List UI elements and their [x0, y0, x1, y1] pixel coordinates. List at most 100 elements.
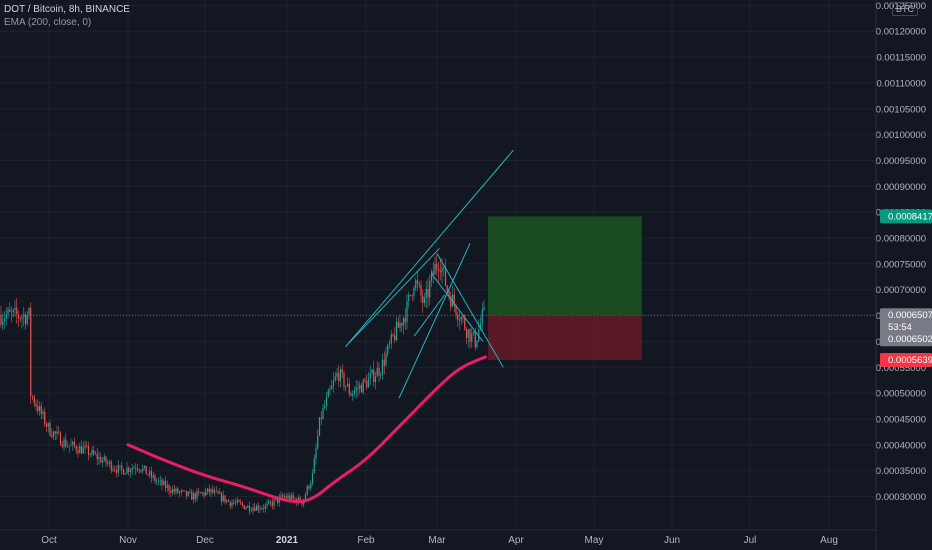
candle-body [294, 498, 296, 500]
candle-body [357, 387, 359, 389]
candle-body [411, 295, 413, 296]
candle-body [14, 307, 16, 310]
candle-body [254, 507, 256, 511]
price-tick-label: 0.00105000 [876, 104, 926, 115]
candle-body [436, 263, 438, 269]
candle-body [5, 314, 7, 319]
candle-body [94, 453, 97, 455]
candle-body [346, 383, 349, 387]
candle-body [401, 323, 403, 326]
time-tick-label: May [585, 535, 604, 546]
candle-body [430, 271, 433, 282]
trendlines[interactable] [345, 149, 514, 399]
candle-body [35, 403, 37, 407]
candle-body [262, 508, 265, 510]
candle-body [131, 468, 133, 471]
target-price-tag-box [880, 209, 932, 224]
candle-body [282, 495, 284, 497]
candle-body [345, 386, 347, 387]
candle-body [198, 491, 200, 493]
candle-body [366, 380, 368, 388]
candle-body [434, 263, 436, 275]
candle-body [437, 268, 440, 272]
candle-body [2, 320, 4, 325]
candle-body [63, 439, 65, 447]
candle-body [7, 309, 9, 315]
candle-body [441, 267, 443, 273]
candle-body [353, 390, 356, 394]
candle-body [355, 387, 357, 391]
candle-body [439, 271, 441, 273]
candle-body [191, 491, 193, 500]
candle-body [180, 490, 182, 493]
candle-body [301, 502, 303, 505]
price-tick-label: 0.00095000 [876, 156, 926, 167]
candle-body [275, 498, 277, 500]
stop-price-tag-text: 0.00056391 [888, 355, 932, 366]
candle-body [416, 280, 419, 284]
price-tick-label: 0.00040000 [876, 440, 926, 451]
candle-body [56, 431, 58, 434]
candle-body [182, 490, 184, 492]
candle-body [450, 295, 452, 307]
price-tick-label: 0.00035000 [876, 466, 926, 477]
candle-body [474, 331, 476, 348]
candle-body [54, 431, 56, 434]
candle-body [329, 389, 331, 391]
time-tick-label: Feb [357, 535, 375, 546]
falling-wedge-lower-line [431, 273, 484, 342]
candle-body [381, 359, 384, 375]
candle-body [233, 502, 235, 504]
candle-body [142, 467, 144, 472]
current-price-tag-text: 0.00065024 [888, 334, 932, 345]
candle-body [369, 373, 371, 379]
candle-body [310, 483, 312, 489]
candle-body [327, 390, 329, 398]
candle-body [236, 500, 238, 503]
candle-body [341, 369, 343, 373]
price-tick-label: 0.00120000 [876, 27, 926, 38]
candle-body [77, 450, 79, 454]
rising-channel-lower-line [345, 247, 440, 347]
candle-body [82, 447, 84, 454]
price-tick-label: 0.00050000 [876, 389, 926, 400]
candle-body [240, 502, 242, 504]
candle-body [399, 323, 401, 328]
current-price-tag-box [880, 308, 932, 347]
candle-body [45, 424, 48, 427]
risk-reward-tool[interactable] [0, 216, 876, 361]
candle-body [31, 396, 34, 398]
candle-body [21, 316, 23, 319]
candle-body [157, 480, 160, 482]
currency-unit-label[interactable]: BTC [892, 2, 918, 16]
candle-body [409, 294, 412, 296]
candle-body [30, 307, 32, 397]
candle-body [376, 368, 378, 377]
candle-body [51, 435, 53, 437]
candle-body [367, 378, 370, 388]
candle-body [241, 503, 244, 506]
candle-body [177, 488, 179, 493]
candle-body [395, 322, 398, 341]
indicator-legend[interactable]: EMA (200, close, 0) [4, 17, 92, 28]
candle-body [320, 417, 322, 419]
price-tick-label: 0.00030000 [876, 492, 926, 503]
candle-body [171, 489, 174, 493]
price-tick-label: 0.00045000 [876, 414, 926, 425]
candle-body [432, 271, 434, 275]
symbol-title[interactable]: DOT / Bitcoin, 8h, BINANCE [4, 4, 130, 15]
short-trendline [413, 294, 446, 337]
target-price-tag-text: 0.00084173 [888, 211, 932, 222]
candle-body [70, 444, 72, 446]
candle-body [364, 379, 366, 381]
candle-body [290, 494, 293, 501]
candle-body [467, 329, 469, 338]
candle-body [112, 469, 114, 471]
candle-body [68, 445, 70, 447]
candle-body [443, 266, 445, 268]
candle-body [107, 462, 109, 464]
candle-body [87, 446, 90, 455]
candle-body [429, 281, 431, 298]
